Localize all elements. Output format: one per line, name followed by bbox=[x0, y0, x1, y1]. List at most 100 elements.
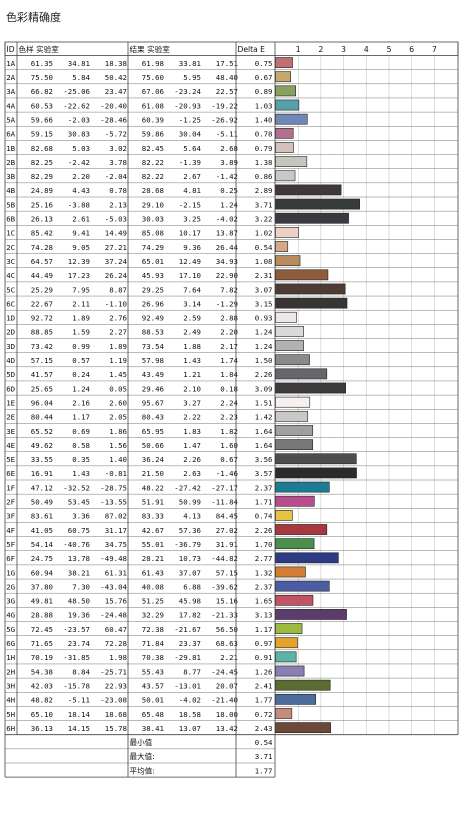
row-id: 1A bbox=[6, 59, 15, 68]
target-lab-value: 48.82 bbox=[31, 696, 53, 705]
row-id: 2H bbox=[6, 667, 15, 676]
result-lab-value: 45.98 bbox=[179, 597, 201, 606]
target-lab-value: 54.38 bbox=[31, 667, 53, 676]
result-lab-value: 30.04 bbox=[179, 130, 202, 139]
target-lab-value: 42.03 bbox=[31, 681, 53, 690]
target-lab-value: -23.57 bbox=[63, 625, 90, 634]
row-id: 6H bbox=[6, 724, 15, 733]
delta-e-value: 2.77 bbox=[255, 554, 273, 563]
delta-e-value: 2.41 bbox=[255, 681, 273, 690]
delta-e-bar bbox=[275, 609, 347, 620]
target-lab-value: 65.52 bbox=[31, 427, 53, 436]
delta-e-bar bbox=[275, 552, 339, 564]
target-lab-value: 75.50 bbox=[31, 73, 53, 82]
target-lab-value: 72.28 bbox=[105, 639, 127, 648]
target-lab-value: -40.76 bbox=[63, 540, 90, 549]
target-lab-value: 25.29 bbox=[31, 285, 53, 294]
result-lab-value: 2.21 bbox=[220, 653, 238, 662]
target-lab-value: 82.29 bbox=[31, 172, 53, 181]
row-id: 1F bbox=[6, 483, 15, 492]
target-lab-value: 2.20 bbox=[72, 172, 90, 181]
target-lab-value: 59.15 bbox=[31, 130, 53, 139]
delta-e-value: 1.24 bbox=[255, 328, 273, 337]
target-lab-value: 80.44 bbox=[31, 413, 54, 422]
target-lab-value: 85.42 bbox=[31, 229, 53, 238]
target-lab-value: 14.49 bbox=[105, 229, 127, 238]
target-lab-value: 8.84 bbox=[72, 667, 90, 676]
target-lab-value: 60.47 bbox=[105, 625, 127, 634]
target-lab-value: -5.72 bbox=[105, 130, 127, 139]
target-lab-value: 1.98 bbox=[109, 653, 127, 662]
delta-e-value: 1.08 bbox=[255, 257, 273, 266]
target-lab-value: 41.57 bbox=[31, 370, 53, 379]
target-lab-value: -13.55 bbox=[100, 498, 127, 507]
target-lab-value: 0.05 bbox=[109, 384, 127, 393]
result-lab-value: -19.22 bbox=[211, 101, 238, 110]
result-lab-value: 1.82 bbox=[220, 427, 238, 436]
target-lab-value: 37.80 bbox=[31, 582, 53, 591]
result-lab-value: 17.10 bbox=[179, 271, 201, 280]
row-id: 3H bbox=[6, 681, 15, 690]
result-lab-value: 22.57 bbox=[216, 87, 238, 96]
target-lab-value: 28.88 bbox=[31, 611, 53, 620]
delta-e-value: 2.26 bbox=[255, 526, 273, 535]
result-lab-value: -1.29 bbox=[216, 299, 238, 308]
target-lab-value: 49.81 bbox=[31, 597, 53, 606]
row-id: 6C bbox=[6, 299, 15, 308]
delta-e-value: 2.37 bbox=[255, 483, 273, 492]
row-id: 5F bbox=[6, 540, 15, 549]
result-lab-value: 55.43 bbox=[142, 667, 164, 676]
delta-e-bar bbox=[275, 99, 300, 111]
row-id: 1E bbox=[6, 398, 15, 407]
result-lab-value: 43.57 bbox=[142, 681, 164, 690]
row-id: 4A bbox=[6, 101, 15, 110]
delta-e-value: 0.79 bbox=[255, 144, 273, 153]
delta-e-bar bbox=[275, 566, 306, 578]
target-lab-value: 1.56 bbox=[109, 441, 127, 450]
result-lab-value: 18.00 bbox=[216, 710, 238, 719]
row-id: 5C bbox=[6, 285, 15, 294]
delta-e-value: 0.86 bbox=[255, 172, 273, 181]
result-lab-value: 2.68 bbox=[220, 144, 238, 153]
delta-e-bar bbox=[275, 340, 304, 351]
row-id: 5G bbox=[6, 625, 15, 634]
delta-e-value: 1.38 bbox=[255, 158, 273, 167]
row-id: 6G bbox=[6, 639, 15, 648]
target-lab-value: 3.02 bbox=[109, 144, 127, 153]
target-lab-value: 1.43 bbox=[72, 469, 90, 478]
delta-e-value: 1.26 bbox=[255, 667, 273, 676]
delta-e-value: 0.67 bbox=[255, 73, 273, 82]
result-lab-value: 56.50 bbox=[216, 625, 238, 634]
result-lab-value: 4.81 bbox=[183, 186, 201, 195]
delta-e-bar bbox=[275, 170, 296, 182]
result-lab-value: 61.08 bbox=[142, 101, 164, 110]
target-lab-value: 61.35 bbox=[31, 59, 53, 68]
target-lab-value: -2.04 bbox=[105, 172, 128, 181]
tick-label: 2 bbox=[318, 45, 323, 54]
result-lab-value: 1.84 bbox=[220, 370, 238, 379]
result-lab-value: 61.43 bbox=[142, 568, 164, 577]
row-id: 3D bbox=[6, 342, 15, 351]
target-lab-value: -32.52 bbox=[63, 483, 90, 492]
result-lab-value: 3.14 bbox=[183, 299, 201, 308]
result-lab-value: 18.58 bbox=[179, 710, 201, 719]
result-lab-value: -4.02 bbox=[216, 215, 238, 224]
target-lab-value: 0.57 bbox=[72, 356, 90, 365]
result-lab-value: 2.10 bbox=[183, 384, 201, 393]
row-id: 4C bbox=[6, 271, 15, 280]
target-lab-value: 66.82 bbox=[31, 87, 53, 96]
delta-e-value: 1.32 bbox=[255, 568, 273, 577]
target-lab-value: 5.84 bbox=[72, 73, 90, 82]
delta-e-bar bbox=[275, 297, 348, 309]
target-lab-value: 82.68 bbox=[31, 144, 53, 153]
target-lab-value: 1.89 bbox=[109, 342, 127, 351]
target-lab-value: 34.81 bbox=[68, 59, 90, 68]
target-lab-value: 48.50 bbox=[68, 597, 90, 606]
target-lab-value: 15.76 bbox=[105, 597, 127, 606]
delta-e-bar bbox=[275, 637, 298, 649]
result-lab-value: 1.88 bbox=[183, 342, 201, 351]
result-lab-value: 2.23 bbox=[220, 413, 238, 422]
result-lab-value: 29.46 bbox=[142, 384, 164, 393]
result-lab-value: 51.25 bbox=[142, 597, 164, 606]
result-lab-value: -1.25 bbox=[179, 115, 201, 124]
